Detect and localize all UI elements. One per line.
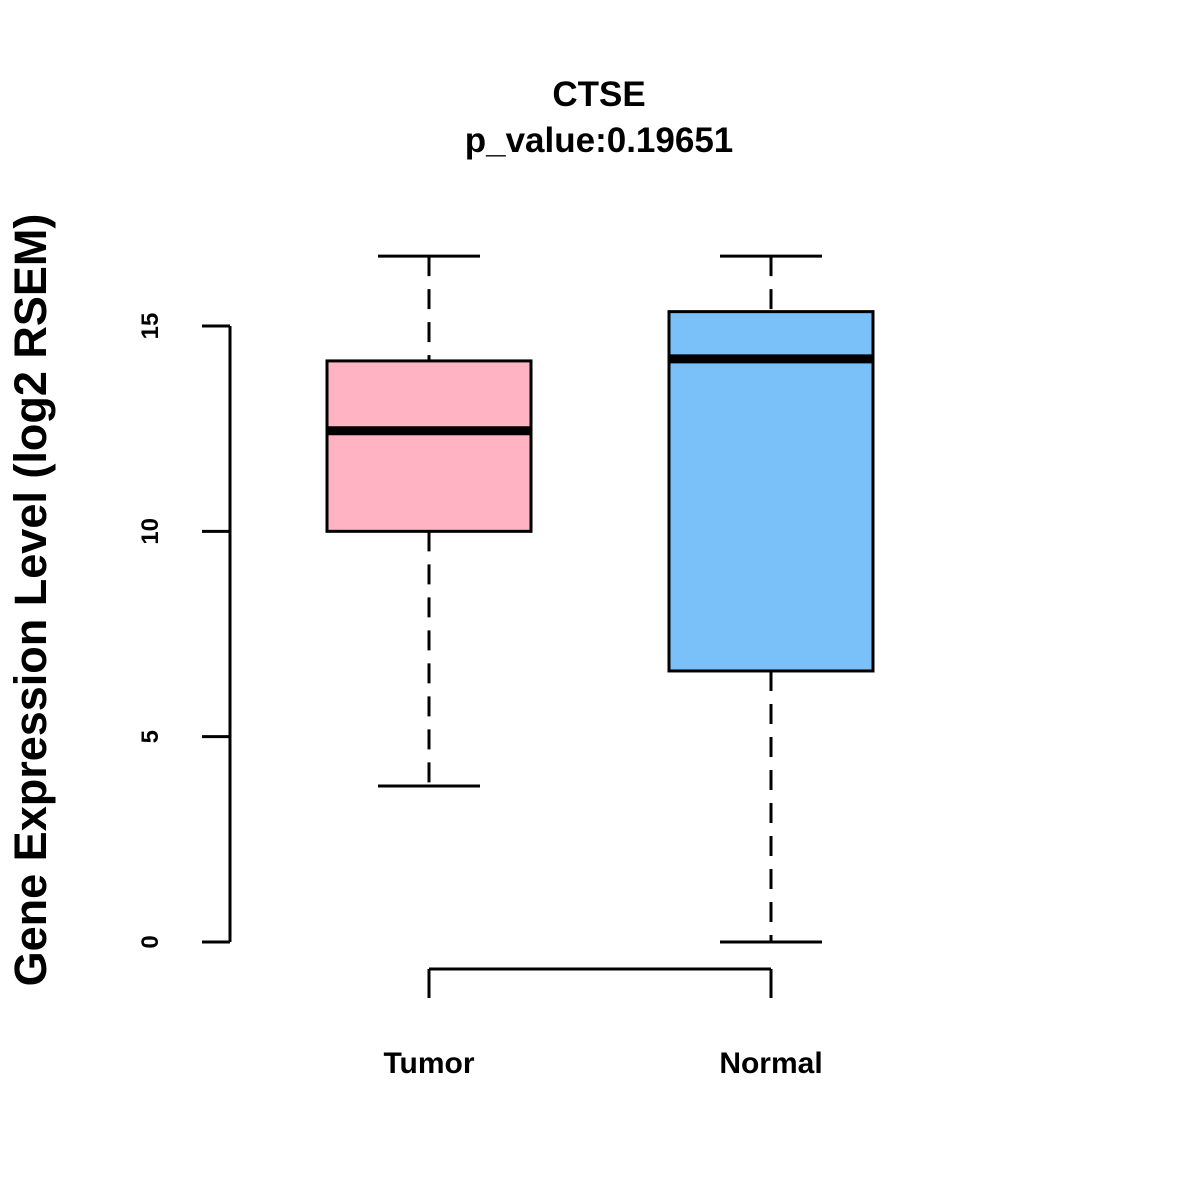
chart-title: CTSE [552, 75, 645, 114]
box-iqr-normal [667, 310, 875, 673]
box-tumor [325, 254, 533, 788]
x-ticks: Tumor Normal [383, 969, 823, 1080]
y-tick-label: 15 [137, 313, 164, 340]
chart-subtitle: p_value:0.19651 [465, 121, 734, 160]
box-normal [667, 254, 875, 944]
y-axis: 0 5 10 15 [137, 313, 232, 949]
y-tick-label: 5 [137, 730, 164, 743]
x-category-label-normal: Normal [719, 1047, 822, 1080]
y-tick-label: 10 [137, 518, 164, 545]
box-iqr-tumor [325, 359, 533, 533]
y-tick-label: 0 [137, 935, 164, 948]
x-axis: Tumor Normal [383, 967, 823, 1080]
x-category-label-tumor: Tumor [383, 1047, 474, 1080]
boxes [325, 254, 875, 944]
y-axis-label: Gene Expression Level (log2 RSEM) [5, 214, 56, 987]
y-ticks: 0 5 10 15 [137, 313, 230, 949]
